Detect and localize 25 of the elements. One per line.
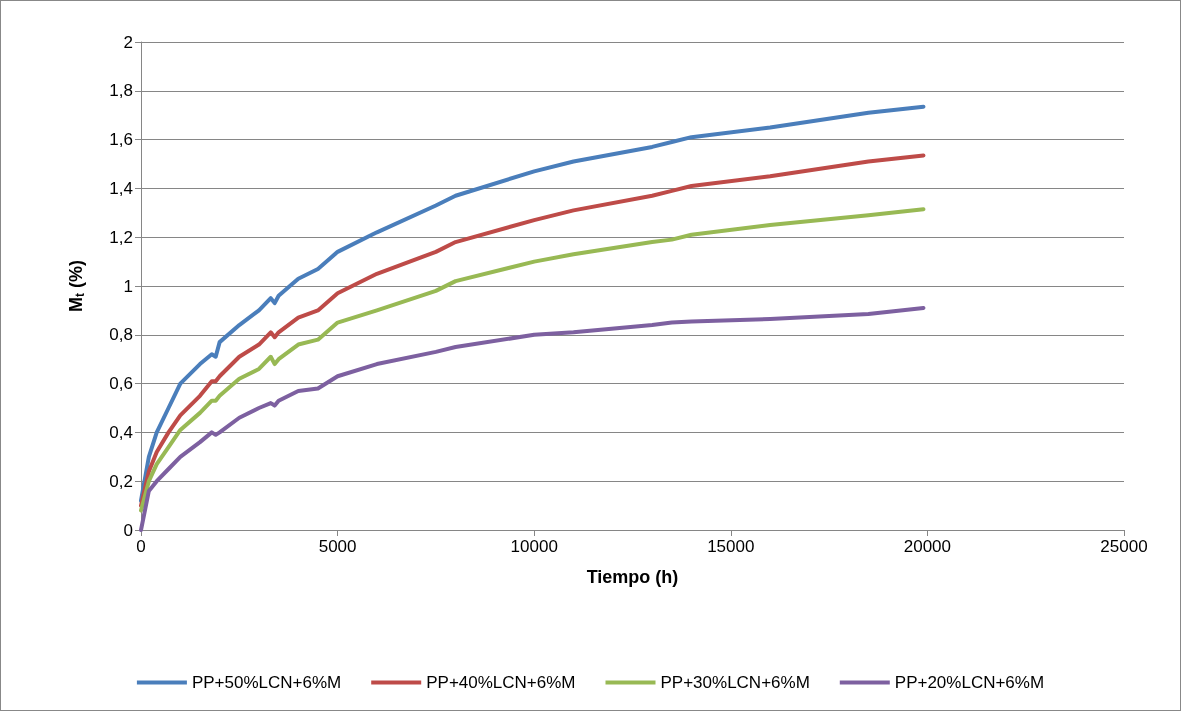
y-tick-label: 1,2 — [109, 227, 133, 247]
y-tick-label: 0,2 — [109, 471, 133, 491]
y-tick-label: 0 — [123, 520, 133, 540]
x-axis-title: Tiempo (h) — [586, 567, 679, 587]
x-tick-label: 5000 — [318, 537, 357, 556]
y-tick-label: 1,4 — [109, 178, 133, 198]
x-tick-label: 15000 — [707, 537, 755, 556]
y-axis-title: Mt (%) — [66, 260, 87, 312]
x-tick-label: 25000 — [1100, 537, 1148, 556]
y-tick-label: 1,8 — [109, 81, 133, 101]
x-tick-label: 0 — [136, 537, 146, 556]
y-tick-label: 1 — [123, 276, 133, 296]
y-tick-label: 0,6 — [109, 374, 133, 394]
legend-label: PP+30%LCN+6%M — [660, 673, 810, 692]
line-series — [139, 305, 926, 532]
legend-label: PP+20%LCN+6%M — [894, 673, 1045, 692]
x-tick-label: 20000 — [903, 537, 952, 556]
y-tick-label: 1,6 — [109, 130, 133, 150]
legend-label: PP+50%LCN+6%M — [191, 673, 342, 692]
y-tick-label: 0,8 — [109, 325, 133, 345]
legend-label: PP+40%LCN+6%M — [426, 673, 576, 692]
y-tick-label: 0,4 — [109, 422, 133, 442]
y-tick-label: 2 — [123, 32, 133, 52]
line-series — [139, 207, 926, 513]
x-tick-label: 10000 — [510, 537, 558, 556]
